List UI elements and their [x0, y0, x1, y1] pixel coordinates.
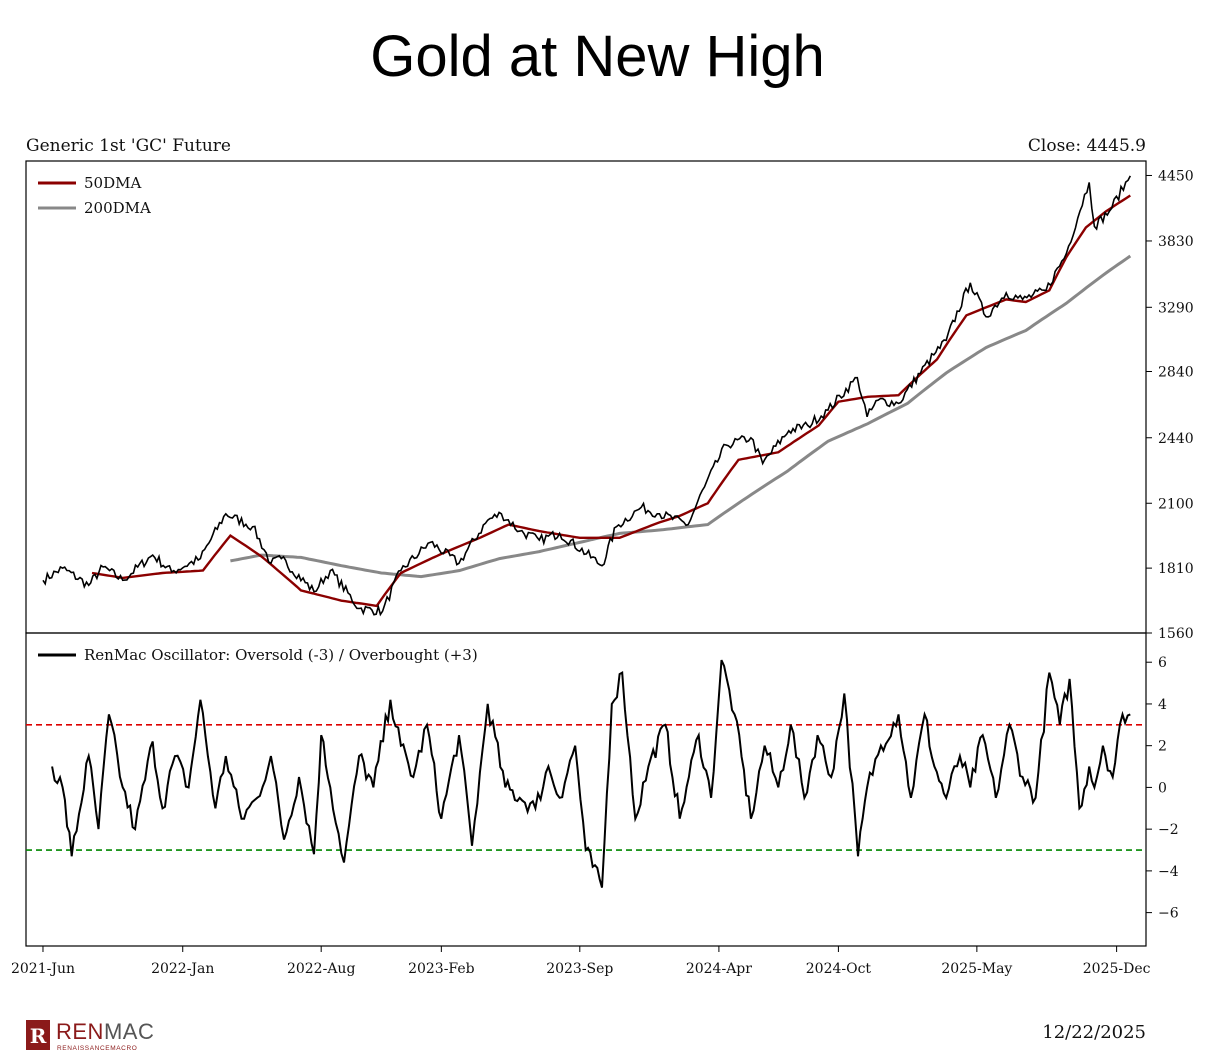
- svg-text:R: R: [30, 1024, 47, 1048]
- x-tick-label: 2023-Feb: [408, 961, 475, 977]
- x-tick-label: 2025-May: [941, 961, 1012, 977]
- x-tick-label: 2022-Jan: [151, 961, 214, 977]
- x-tick-label: 2023-Sep: [546, 961, 613, 977]
- page-title: Gold at New High: [370, 24, 825, 89]
- y-tick-label: −4: [1158, 864, 1179, 880]
- report-date: 12/22/2025: [1042, 1022, 1146, 1043]
- x-tick-label: 2025-Dec: [1083, 961, 1151, 977]
- price-y-axis: 1560 1810 2100 2440 2840 3290 3830 4450: [1146, 168, 1194, 642]
- price-legend: 50DMA 200DMA: [38, 174, 151, 217]
- y-tick-label: 4450: [1158, 168, 1194, 184]
- x-tick-label: 2021-Jun: [11, 961, 75, 977]
- y-tick-label: 2440: [1158, 431, 1194, 447]
- legend-label-50dma: 50DMA: [84, 174, 141, 192]
- x-tick-label: 2024-Apr: [686, 961, 752, 977]
- y-tick-label: −2: [1158, 822, 1179, 838]
- oscillator-panel-frame: [25, 632, 1147, 947]
- y-tick-label: 0: [1158, 780, 1167, 796]
- y-tick-label: 3830: [1158, 234, 1194, 250]
- svg-text:RENMAC: RENMAC: [56, 1019, 154, 1044]
- oscillator-legend: RenMac Oscillator: Oversold (-3) / Overb…: [38, 646, 478, 664]
- y-tick-label: −6: [1158, 906, 1179, 922]
- x-tick-label: 2024-Oct: [806, 961, 872, 977]
- y-tick-label: 2840: [1158, 364, 1194, 380]
- legend-label-oscillator: RenMac Oscillator: Oversold (-3) / Overb…: [84, 646, 478, 664]
- series-line-oscillator: [51, 659, 1131, 888]
- y-tick-label: 6: [1158, 655, 1167, 671]
- x-tick-label: 2022-Aug: [287, 961, 355, 977]
- y-tick-label: 3290: [1158, 300, 1194, 316]
- oscillator-y-axis: 6 4 2 0 −2 −4 −6: [1146, 655, 1179, 922]
- price-chart-title: Generic 1st 'GC' Future: [26, 136, 231, 156]
- x-axis: 2021-Jun 2022-Jan 2022-Aug 2023-Feb 2023-Sep…: [11, 946, 1151, 977]
- svg-text:RENAISSANCEMACRO: RENAISSANCEMACRO: [57, 1045, 137, 1052]
- y-tick-label: 2: [1158, 739, 1167, 755]
- legend-label-200dma: 200DMA: [84, 199, 151, 217]
- y-tick-label: 2100: [1158, 496, 1194, 512]
- series-line-gold-price: [42, 175, 1132, 617]
- series-line-50dma: [91, 194, 1131, 608]
- close-annotation: Close: 4445.9: [1028, 136, 1146, 156]
- series-line-200dma: [230, 254, 1132, 579]
- y-tick-label: 4: [1158, 697, 1167, 713]
- renmac-logo: R RENMAC RENAISSANCEMACRO: [26, 1019, 154, 1052]
- y-tick-label: 1810: [1158, 561, 1194, 577]
- y-tick-label: 1560: [1158, 626, 1194, 642]
